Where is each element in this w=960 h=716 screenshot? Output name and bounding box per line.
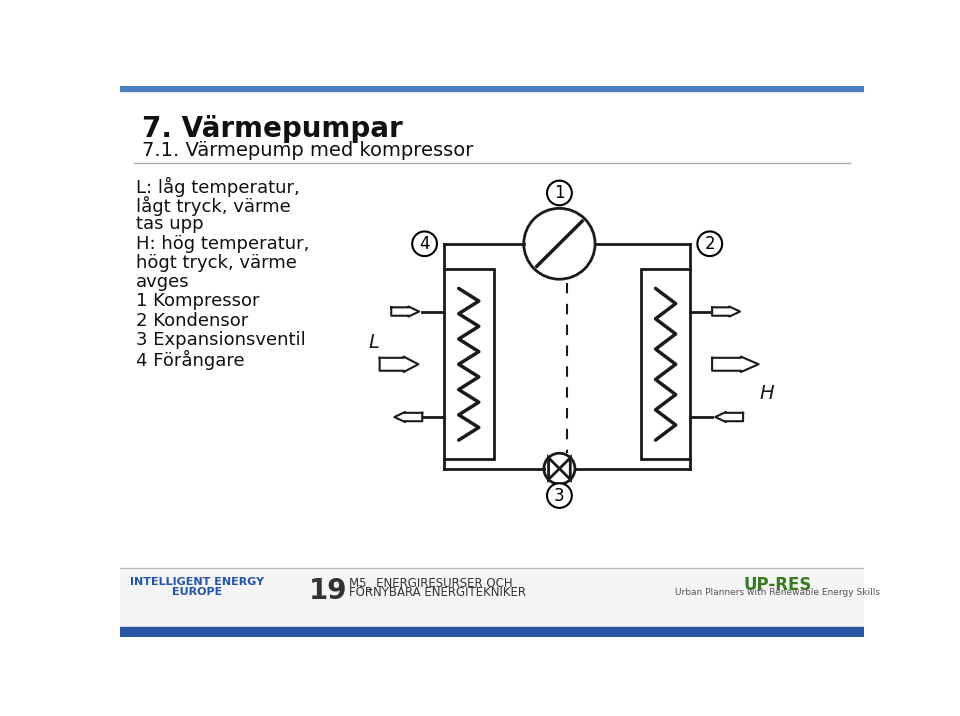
Polygon shape bbox=[712, 306, 740, 316]
Text: 1 Kompressor: 1 Kompressor bbox=[135, 292, 259, 310]
Text: 19: 19 bbox=[308, 577, 347, 605]
Polygon shape bbox=[712, 357, 758, 372]
Polygon shape bbox=[392, 306, 420, 316]
Polygon shape bbox=[395, 412, 422, 422]
Text: lågt tryck, värme: lågt tryck, värme bbox=[135, 196, 290, 216]
Text: 7.1. Värmepump med kompressor: 7.1. Värmepump med kompressor bbox=[142, 141, 473, 160]
Text: L: L bbox=[369, 333, 379, 352]
Text: 7. Värmepumpar: 7. Värmepumpar bbox=[142, 115, 402, 143]
Circle shape bbox=[547, 180, 572, 205]
Circle shape bbox=[544, 453, 575, 484]
Polygon shape bbox=[379, 357, 419, 372]
Text: 4 Förångare: 4 Förångare bbox=[135, 350, 244, 370]
Bar bbox=[120, 627, 864, 637]
Text: M5_ ENERGIRESURSER OCH: M5_ ENERGIRESURSER OCH bbox=[348, 576, 513, 589]
Text: högt tryck, värme: högt tryck, värme bbox=[135, 253, 297, 272]
Text: avges: avges bbox=[135, 273, 189, 291]
Bar bbox=[120, 568, 864, 637]
Text: L: låg temperatur,: L: låg temperatur, bbox=[135, 177, 300, 197]
Text: H: H bbox=[759, 384, 774, 403]
Bar bbox=[641, 269, 690, 460]
Text: 4: 4 bbox=[420, 235, 430, 253]
Text: 3: 3 bbox=[554, 487, 564, 505]
Text: INTELLIGENT ENERGY: INTELLIGENT ENERGY bbox=[131, 577, 265, 587]
Text: 2: 2 bbox=[705, 235, 715, 253]
Circle shape bbox=[412, 231, 437, 256]
Text: EUROPE: EUROPE bbox=[173, 587, 223, 597]
Text: UP-RES: UP-RES bbox=[743, 576, 811, 594]
Text: 2 Kondensor: 2 Kondensor bbox=[135, 311, 248, 329]
Text: FÖRNYBARA ENERGITEKNIKER: FÖRNYBARA ENERGITEKNIKER bbox=[348, 586, 526, 599]
Bar bbox=[444, 269, 493, 460]
Text: H: hög temperatur,: H: hög temperatur, bbox=[135, 235, 309, 253]
Bar bbox=[120, 86, 864, 92]
Circle shape bbox=[697, 231, 722, 256]
Text: 3 Expansionsventil: 3 Expansionsventil bbox=[135, 331, 305, 349]
Text: 1: 1 bbox=[554, 184, 564, 202]
Circle shape bbox=[547, 483, 572, 508]
Text: Urban Planners with Renewable Energy Skills: Urban Planners with Renewable Energy Ski… bbox=[675, 588, 879, 597]
Polygon shape bbox=[715, 412, 743, 422]
Text: tas upp: tas upp bbox=[135, 216, 204, 233]
